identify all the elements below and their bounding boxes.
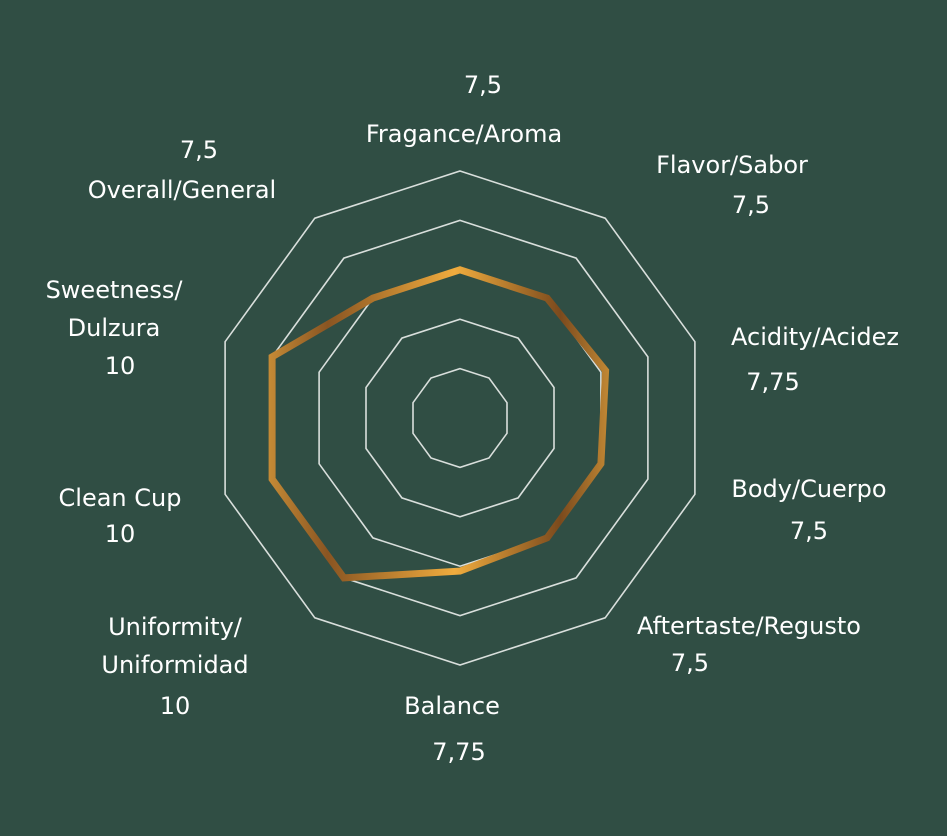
axis-label-group-1: Fragance/Aroma 7,5 xyxy=(366,71,562,148)
axis-label-group-9: Sweetness/Dulzura 10 xyxy=(46,276,184,380)
value-label: 7,5 xyxy=(180,136,218,164)
axis-label-group-3: Acidity/Acidez 7,75 xyxy=(731,323,899,396)
value-label: 7,5 xyxy=(732,191,770,219)
axis-label-group-10: Overall/General 7,5 xyxy=(88,136,276,204)
series-layer xyxy=(268,266,610,582)
grid-ring-4 xyxy=(271,219,649,617)
axis-label: Aftertaste/Regusto xyxy=(637,612,861,640)
axis-label: Overall/General xyxy=(88,176,276,204)
axis-label: Fragance/Aroma xyxy=(366,120,562,148)
axis-label: Uniformidad xyxy=(101,651,248,679)
value-label: 7,5 xyxy=(671,649,709,677)
value-label: 10 xyxy=(105,352,136,380)
axis-label-group-7: Uniformity/Uniformidad 10 xyxy=(101,613,248,720)
axis-label-group-2: Flavor/Sabor 7,5 xyxy=(656,151,808,219)
axis-label-group-5: Aftertaste/Regusto 7,5 xyxy=(637,612,861,677)
value-label: 7,5 xyxy=(464,71,502,99)
value-label: 10 xyxy=(160,692,191,720)
value-label: 7,5 xyxy=(790,517,828,545)
axis-label: Flavor/Sabor xyxy=(656,151,808,179)
axis-labels: Fragance/Aroma 7,5 Flavor/Sabor 7,5 Acidity/… xyxy=(46,71,899,766)
axis-label: Sweetness/ xyxy=(46,276,184,304)
value-label: 7,75 xyxy=(432,738,485,766)
grid-rings xyxy=(224,170,696,666)
axis-label-group-6: Balance 7,75 xyxy=(404,692,500,766)
axis-label: Uniformity/ xyxy=(108,613,243,641)
axis-label: Body/Cuerpo xyxy=(731,475,886,503)
value-label: 10 xyxy=(105,520,136,548)
grid-ring-2 xyxy=(365,318,555,518)
value-label: 7,75 xyxy=(746,368,799,396)
axis-label-group-8: Clean Cup 10 xyxy=(59,484,182,548)
axis-label: Balance xyxy=(404,692,500,720)
axis-label-group-4: Body/Cuerpo 7,5 xyxy=(731,475,886,545)
grid-ring-1 xyxy=(412,367,508,469)
series-line xyxy=(268,266,610,582)
axis-label: Acidity/Acidez xyxy=(731,323,899,351)
axis-label: Clean Cup xyxy=(59,484,182,512)
grid-ring-5 xyxy=(224,170,696,666)
axis-label: Dulzura xyxy=(68,314,161,342)
